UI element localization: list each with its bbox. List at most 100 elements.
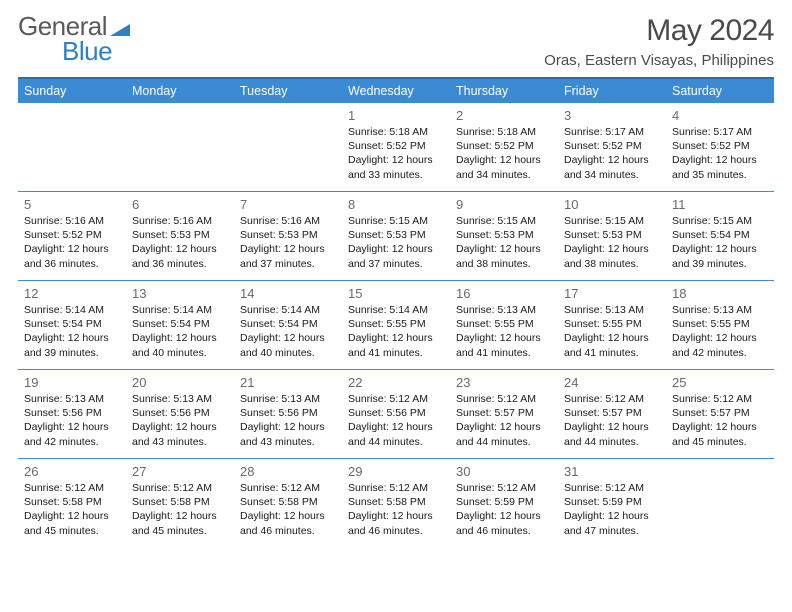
day-details: Sunrise: 5:15 AMSunset: 5:54 PMDaylight:… <box>672 214 768 271</box>
day-number: 26 <box>24 464 120 479</box>
day-details: Sunrise: 5:12 AMSunset: 5:57 PMDaylight:… <box>456 392 552 449</box>
day-cell: 25 Sunrise: 5:12 AMSunset: 5:57 PMDayligh… <box>666 370 774 458</box>
day-cell: 31 Sunrise: 5:12 AMSunset: 5:59 PMDayligh… <box>558 459 666 547</box>
day-cell: 7 Sunrise: 5:16 AMSunset: 5:53 PMDaylight… <box>234 192 342 280</box>
day-details: Sunrise: 5:12 AMSunset: 5:58 PMDaylight:… <box>348 481 444 538</box>
day-details: Sunrise: 5:17 AMSunset: 5:52 PMDaylight:… <box>564 125 660 182</box>
day-cell: 24 Sunrise: 5:12 AMSunset: 5:57 PMDayligh… <box>558 370 666 458</box>
day-cell: 10 Sunrise: 5:15 AMSunset: 5:53 PMDayligh… <box>558 192 666 280</box>
day-details: Sunrise: 5:13 AMSunset: 5:55 PMDaylight:… <box>672 303 768 360</box>
day-number: 28 <box>240 464 336 479</box>
day-number: 12 <box>24 286 120 301</box>
day-details: Sunrise: 5:12 AMSunset: 5:59 PMDaylight:… <box>456 481 552 538</box>
day-cell: 29Sunrise: 5:12 AMSunset: 5:58 PMDayligh… <box>342 459 450 547</box>
month-title: May 2024 <box>544 14 774 48</box>
header: GeneralBlue May 2024 Oras, Eastern Visay… <box>18 14 774 69</box>
day-number: 5 <box>24 197 120 212</box>
day-details: Sunrise: 5:18 AMSunset: 5:52 PMDaylight:… <box>348 125 444 182</box>
day-details: Sunrise: 5:18 AMSunset: 5:52 PMDaylight:… <box>456 125 552 182</box>
day-number: 19 <box>24 375 120 390</box>
day-number: 18 <box>672 286 768 301</box>
day-cell: 15Sunrise: 5:14 AMSunset: 5:55 PMDayligh… <box>342 281 450 369</box>
day-number: 30 <box>456 464 552 479</box>
day-cell: 9 Sunrise: 5:15 AMSunset: 5:53 PMDaylight… <box>450 192 558 280</box>
day-cell: 2 Sunrise: 5:18 AMSunset: 5:52 PMDaylight… <box>450 103 558 191</box>
day-number: 8 <box>348 197 444 212</box>
day-details: Sunrise: 5:12 AMSunset: 5:57 PMDaylight:… <box>564 392 660 449</box>
weekday-thursday: Thursday <box>450 79 558 103</box>
day-cell: 27Sunrise: 5:12 AMSunset: 5:58 PMDayligh… <box>126 459 234 547</box>
day-number: 10 <box>564 197 660 212</box>
day-cell: 19 Sunrise: 5:13 AMSunset: 5:56 PMDayligh… <box>18 370 126 458</box>
weekday-friday: Friday <box>558 79 666 103</box>
day-number: 6 <box>132 197 228 212</box>
logo-text-blue: Blue <box>62 36 112 66</box>
day-details: Sunrise: 5:13 AMSunset: 5:56 PMDaylight:… <box>24 392 120 449</box>
day-number: 14 <box>240 286 336 301</box>
day-number: 31 <box>564 464 660 479</box>
day-number: 4 <box>672 108 768 123</box>
day-cell: 3 Sunrise: 5:17 AMSunset: 5:52 PMDaylight… <box>558 103 666 191</box>
day-number: 25 <box>672 375 768 390</box>
day-details: Sunrise: 5:13 AMSunset: 5:56 PMDaylight:… <box>240 392 336 449</box>
day-number: 7 <box>240 197 336 212</box>
weekday-saturday: Saturday <box>666 79 774 103</box>
day-cell: 20 Sunrise: 5:13 AMSunset: 5:56 PMDayligh… <box>126 370 234 458</box>
day-number: 1 <box>348 108 444 123</box>
day-number: 9 <box>456 197 552 212</box>
day-number: 21 <box>240 375 336 390</box>
day-cell: 6 Sunrise: 5:16 AMSunset: 5:53 PMDaylight… <box>126 192 234 280</box>
day-cell: 30 Sunrise: 5:12 AMSunset: 5:59 PMDayligh… <box>450 459 558 547</box>
title-block: May 2024 Oras, Eastern Visayas, Philippi… <box>544 14 774 69</box>
day-cell <box>666 459 774 547</box>
day-details: Sunrise: 5:14 AMSunset: 5:54 PMDaylight:… <box>240 303 336 360</box>
day-cell: 13 Sunrise: 5:14 AMSunset: 5:54 PMDayligh… <box>126 281 234 369</box>
day-cell <box>18 103 126 191</box>
day-cell: 23 Sunrise: 5:12 AMSunset: 5:57 PMDayligh… <box>450 370 558 458</box>
day-cell: 5 Sunrise: 5:16 AMSunset: 5:52 PMDaylight… <box>18 192 126 280</box>
day-number: 23 <box>456 375 552 390</box>
day-number: 20 <box>132 375 228 390</box>
day-details: Sunrise: 5:12 AMSunset: 5:58 PMDaylight:… <box>24 481 120 538</box>
week-row: 26 Sunrise: 5:12 AMSunset: 5:58 PMDayligh… <box>18 459 774 547</box>
day-cell: 22Sunrise: 5:12 AMSunset: 5:56 PMDayligh… <box>342 370 450 458</box>
day-details: Sunrise: 5:15 AMSunset: 5:53 PMDaylight:… <box>564 214 660 271</box>
day-details: Sunrise: 5:16 AMSunset: 5:53 PMDaylight:… <box>132 214 228 271</box>
day-number: 2 <box>456 108 552 123</box>
day-cell: 28Sunrise: 5:12 AMSunset: 5:58 PMDayligh… <box>234 459 342 547</box>
day-details: Sunrise: 5:16 AMSunset: 5:52 PMDaylight:… <box>24 214 120 271</box>
day-cell: 16Sunrise: 5:13 AMSunset: 5:55 PMDayligh… <box>450 281 558 369</box>
weekday-sunday: Sunday <box>18 79 126 103</box>
day-number: 3 <box>564 108 660 123</box>
day-cell: 8 Sunrise: 5:15 AMSunset: 5:53 PMDaylight… <box>342 192 450 280</box>
day-details: Sunrise: 5:15 AMSunset: 5:53 PMDaylight:… <box>348 214 444 271</box>
day-cell: 26 Sunrise: 5:12 AMSunset: 5:58 PMDayligh… <box>18 459 126 547</box>
day-details: Sunrise: 5:12 AMSunset: 5:57 PMDaylight:… <box>672 392 768 449</box>
day-number: 17 <box>564 286 660 301</box>
day-details: Sunrise: 5:13 AMSunset: 5:56 PMDaylight:… <box>132 392 228 449</box>
day-number: 13 <box>132 286 228 301</box>
triangle-icon <box>110 15 130 40</box>
day-cell: 21 Sunrise: 5:13 AMSunset: 5:56 PMDayligh… <box>234 370 342 458</box>
day-details: Sunrise: 5:12 AMSunset: 5:59 PMDaylight:… <box>564 481 660 538</box>
week-row: 19 Sunrise: 5:13 AMSunset: 5:56 PMDayligh… <box>18 370 774 459</box>
day-details: Sunrise: 5:14 AMSunset: 5:54 PMDaylight:… <box>24 303 120 360</box>
day-number: 24 <box>564 375 660 390</box>
day-details: Sunrise: 5:16 AMSunset: 5:53 PMDaylight:… <box>240 214 336 271</box>
day-details: Sunrise: 5:14 AMSunset: 5:55 PMDaylight:… <box>348 303 444 360</box>
day-number: 11 <box>672 197 768 212</box>
weekday-monday: Monday <box>126 79 234 103</box>
day-cell: 1 Sunrise: 5:18 AMSunset: 5:52 PMDaylight… <box>342 103 450 191</box>
day-number: 22 <box>348 375 444 390</box>
logo: GeneralBlue <box>18 14 130 63</box>
day-details: Sunrise: 5:14 AMSunset: 5:54 PMDaylight:… <box>132 303 228 360</box>
week-row: 1 Sunrise: 5:18 AMSunset: 5:52 PMDaylight… <box>18 103 774 192</box>
day-details: Sunrise: 5:15 AMSunset: 5:53 PMDaylight:… <box>456 214 552 271</box>
day-cell: 12 Sunrise: 5:14 AMSunset: 5:54 PMDayligh… <box>18 281 126 369</box>
week-row: 12 Sunrise: 5:14 AMSunset: 5:54 PMDayligh… <box>18 281 774 370</box>
weekday-header-row: SundayMondayTuesdayWednesdayThursdayFrid… <box>18 77 774 103</box>
day-number: 27 <box>132 464 228 479</box>
day-cell: 14 Sunrise: 5:14 AMSunset: 5:54 PMDayligh… <box>234 281 342 369</box>
day-cell: 18 Sunrise: 5:13 AMSunset: 5:55 PMDayligh… <box>666 281 774 369</box>
day-details: Sunrise: 5:17 AMSunset: 5:52 PMDaylight:… <box>672 125 768 182</box>
